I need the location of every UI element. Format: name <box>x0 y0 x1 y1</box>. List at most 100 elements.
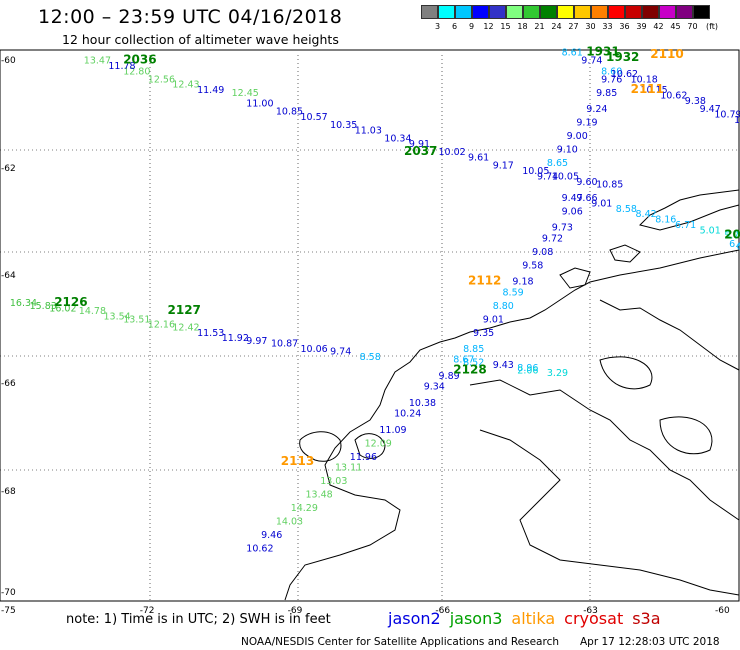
wave-height-value: 14.03 <box>276 517 303 528</box>
longitude-tick-label: -69 <box>287 606 303 616</box>
wave-height-value: 13.11 <box>335 463 362 474</box>
coastline <box>284 189 740 601</box>
wave-height-value: 9.91 <box>409 139 430 150</box>
wave-height-value: 13.54 <box>104 312 131 323</box>
color-scale-label: 12 <box>483 22 494 31</box>
track-time-label: 2126 <box>54 295 87 309</box>
wave-height-value: 12.45 <box>232 88 259 99</box>
wave-height-value: 9.60 <box>576 177 597 188</box>
wave-height-value: 8.52 <box>463 357 484 368</box>
wave-height-value: 9.34 <box>424 382 445 393</box>
color-swatch <box>608 5 625 19</box>
wave-height-value: 9.76 <box>601 74 622 85</box>
wave-height-value: 8.59 <box>503 287 524 298</box>
color-swatch <box>659 5 676 19</box>
wave-height-value: 10.85 <box>276 107 303 118</box>
wave-height-value: 8.42 <box>636 209 657 220</box>
color-scale-label: 9 <box>468 22 475 31</box>
latitude-tick-label: -64 <box>1 271 16 282</box>
wave-height-value: 9.47 <box>700 104 721 115</box>
color-swatch <box>625 5 642 19</box>
wave-height-value: 10.62 <box>660 91 687 102</box>
color-scale-label: 33 <box>602 22 613 31</box>
wave-height-value: 8.58 <box>616 204 637 215</box>
wave-height-value: 10.02 <box>439 147 466 158</box>
chart-title: 12:00 – 23:59 UTC 04/16/2018 <box>38 6 343 28</box>
wave-height-value: 14.78 <box>79 306 106 317</box>
wave-height-value: 8.80 <box>493 301 514 312</box>
wave-height-value: 11.03 <box>355 126 382 137</box>
color-scale-label: 39 <box>636 22 647 31</box>
wave-height-value: 10.62 <box>611 69 638 80</box>
longitude-tick-label: -60 <box>715 606 730 616</box>
wave-height-value: 8.65 <box>547 158 568 169</box>
wave-height-value: 11.78 <box>108 61 135 72</box>
wave-height-value: 11.96 <box>350 452 377 463</box>
wave-height-value: 14.29 <box>291 503 318 514</box>
color-scale-label: 21 <box>534 22 545 31</box>
wave-height-value: 10.87 <box>271 339 298 350</box>
wave-height-value: 12.43 <box>172 80 199 91</box>
wave-height-value: 9.10 <box>557 145 578 156</box>
wave-height-value: 10.57 <box>301 112 328 123</box>
legend-entry-s3a: s3a <box>632 609 661 628</box>
generated-timestamp: Apr 17 12:28:03 UTC 2018 <box>580 636 720 648</box>
color-swatch <box>557 5 574 19</box>
color-swatch <box>591 5 608 19</box>
wave-height-value: 9.74 <box>581 56 602 67</box>
color-scale-label: 15 <box>500 22 511 31</box>
track-time-label: 2110 <box>650 47 683 61</box>
wave-height-value: 9.47 <box>562 193 583 204</box>
wave-height-value: 10.88 <box>734 115 740 126</box>
color-swatch <box>693 5 710 19</box>
wave-height-value: 9.74 <box>330 347 351 358</box>
color-scale-label: 6 <box>451 22 458 31</box>
wave-height-value: 9.00 <box>567 131 588 142</box>
credit-line: NOAA/NESDIS Center for Satellite Applica… <box>241 636 559 648</box>
wave-height-value: 9.08 <box>532 247 553 258</box>
wave-height-value: 9.01 <box>591 198 612 209</box>
wave-height-value: 9.17 <box>493 161 514 172</box>
wave-height-value: 3.29 <box>547 368 568 379</box>
latitude-tick-label: -68 <box>1 487 16 498</box>
wave-height-value: 8.60 <box>601 66 622 77</box>
wave-height-value: 11.09 <box>379 425 406 436</box>
wave-height-value: 9.89 <box>439 371 460 382</box>
longitude-tick-label: -66 <box>435 606 451 616</box>
satellite-legend: jason2 jason3 altika cryosat s3a <box>388 609 670 628</box>
wave-height-value: 10.62 <box>246 544 273 555</box>
wave-height-value: 11.53 <box>197 328 224 339</box>
wave-height-value: 10.18 <box>631 74 658 85</box>
track-time-label: 1931 <box>586 44 619 58</box>
track-time-label: 2111 <box>631 82 664 96</box>
color-swatch <box>472 5 489 19</box>
color-scale-label: 42 <box>653 22 664 31</box>
longitude-tick-label: -72 <box>139 606 155 616</box>
wave-height-value: 10.05 <box>522 166 549 177</box>
track-time-label: 2036 <box>123 53 156 67</box>
latitude-tick-label: -62 <box>1 163 16 174</box>
wave-height-value: 11.92 <box>222 333 249 344</box>
color-swatch <box>421 5 438 19</box>
wave-height-value: 10.05 <box>552 171 579 182</box>
color-scale-label: 24 <box>551 22 562 31</box>
wave-height-value: 5.01 <box>700 225 721 236</box>
color-swatch <box>489 5 506 19</box>
wave-height-value: 12.80 <box>123 66 150 77</box>
color-scale-label: 27 <box>568 22 579 31</box>
track-time-label: 2128 <box>453 363 486 377</box>
wave-height-value: 9.06 <box>562 207 583 218</box>
wave-height-value: 13.03 <box>320 476 347 487</box>
wave-height-value: 8.61 <box>562 47 583 58</box>
wave-height-value: 8.96 <box>517 363 538 374</box>
legend-entry-jason2: jason2 <box>388 609 441 628</box>
color-scale-label: 3 <box>434 22 441 31</box>
color-swatch <box>676 5 693 19</box>
wave-height-value: 6.44 <box>729 239 740 250</box>
wave-height-value: 9.58 <box>522 260 543 271</box>
longitude-tick-label: -63 <box>583 606 598 616</box>
color-scale-label: 30 <box>585 22 596 31</box>
wave-height-value: 10.38 <box>409 398 436 409</box>
wave-height-value: 9.35 <box>473 328 494 339</box>
